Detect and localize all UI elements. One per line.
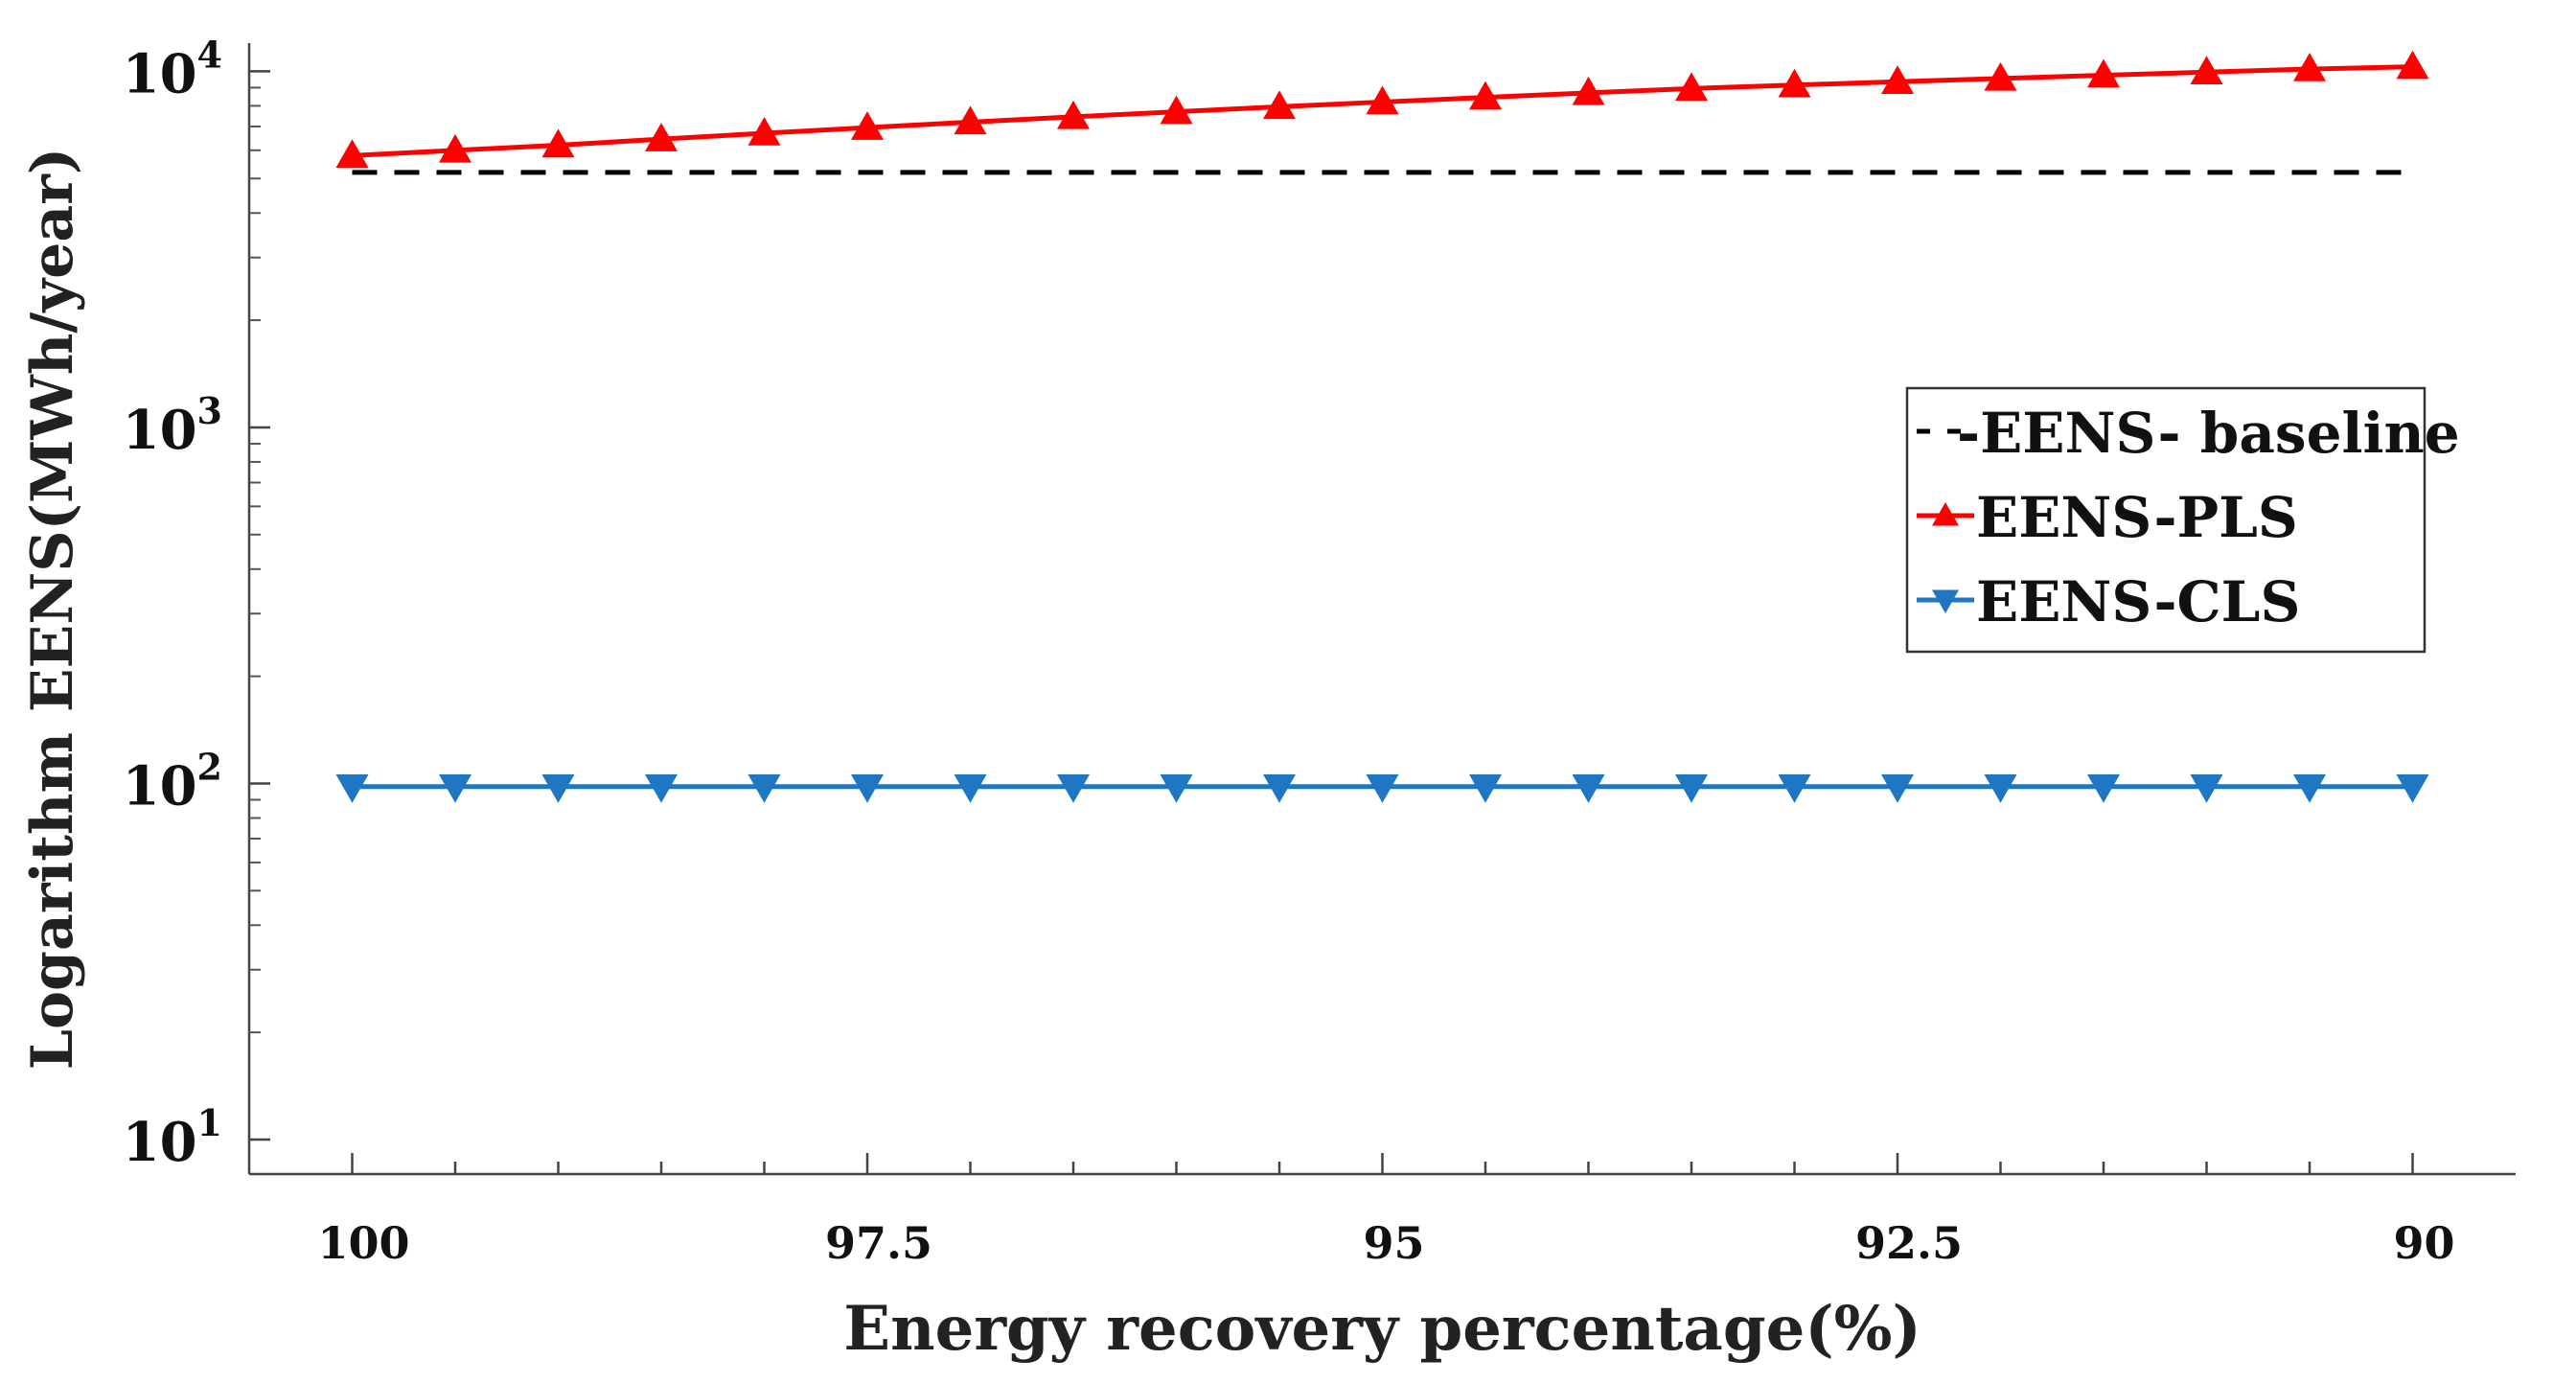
data-point <box>954 773 987 803</box>
data-point <box>335 773 369 803</box>
data-point <box>1778 68 1811 98</box>
y-tick-label: 104 <box>123 33 222 105</box>
data-point <box>439 773 472 803</box>
data-point <box>1160 773 1193 803</box>
legend-label: -EENS- baseline <box>1957 401 2460 466</box>
x-tick-label: 90 <box>2393 1217 2454 1269</box>
data-point <box>1572 76 1605 105</box>
data-point <box>439 133 472 163</box>
legend-label: EENS-CLS <box>1976 569 2300 634</box>
data-point <box>1160 95 1193 125</box>
data-point <box>748 773 781 803</box>
data-point <box>2190 773 2223 803</box>
series-layer <box>335 50 2429 803</box>
data-point <box>1984 773 2017 803</box>
legend-entry: EENS-PLS <box>1917 485 2298 550</box>
y-tick-label: 103 <box>123 389 222 462</box>
legend-entry: -EENS- baseline <box>1917 401 2460 466</box>
x-axis-label: Energy recovery percentage(%) <box>843 1293 1920 1365</box>
data-point <box>1932 502 1959 526</box>
y-tick-label: 101 <box>123 1101 222 1174</box>
series-eens-pls <box>335 50 2429 169</box>
data-point <box>1881 773 1914 803</box>
data-point <box>1366 773 1399 803</box>
data-point <box>541 128 575 158</box>
data-point <box>1263 90 1296 120</box>
data-point <box>851 773 884 803</box>
data-point <box>1366 85 1399 115</box>
axes: 101 102 103 104 100 97.5 95 92.5 90 <box>123 33 2516 1269</box>
y-axis-label: Logarithm EENS(MWh/year) <box>19 148 86 1070</box>
data-point <box>1057 100 1090 129</box>
data-point <box>1675 72 1708 102</box>
data-point <box>1932 589 1959 613</box>
data-point <box>1057 773 1090 803</box>
data-point <box>1881 65 1914 95</box>
x-tick-label: 92.5 <box>1855 1217 1963 1269</box>
data-point <box>2087 773 2120 803</box>
data-point <box>645 773 678 803</box>
data-point <box>2396 773 2429 803</box>
x-tick-label: 100 <box>317 1217 409 1269</box>
data-point <box>645 123 678 151</box>
data-point <box>2087 58 2120 88</box>
y-tick-label: 102 <box>123 745 222 818</box>
legend-entry: EENS-CLS <box>1917 569 2300 634</box>
data-point <box>541 773 575 803</box>
data-point <box>748 117 781 146</box>
axis-labels: Energy recovery percentage(%) Logarithm E… <box>19 148 1921 1365</box>
data-point <box>1572 773 1605 803</box>
data-point <box>1469 773 1502 803</box>
data-point <box>335 139 369 169</box>
legend: -EENS- baseline EENS-PLS EENS-CLS <box>1905 386 2460 654</box>
data-point <box>1984 61 2017 91</box>
data-point <box>1263 773 1296 803</box>
data-point <box>954 105 987 135</box>
data-point <box>1469 81 1502 110</box>
x-tick-label: 95 <box>1363 1217 1424 1269</box>
data-point <box>1675 773 1708 803</box>
legend-box <box>1905 386 2426 654</box>
x-tick-label: 97.5 <box>825 1217 932 1269</box>
data-point <box>2396 50 2429 80</box>
data-point <box>851 111 884 140</box>
data-point <box>1778 773 1811 803</box>
data-point <box>2293 773 2326 803</box>
data-point <box>2190 56 2223 84</box>
data-point <box>2293 53 2326 81</box>
legend-label: EENS-PLS <box>1976 485 2298 550</box>
series-eens-cls <box>335 773 2429 803</box>
